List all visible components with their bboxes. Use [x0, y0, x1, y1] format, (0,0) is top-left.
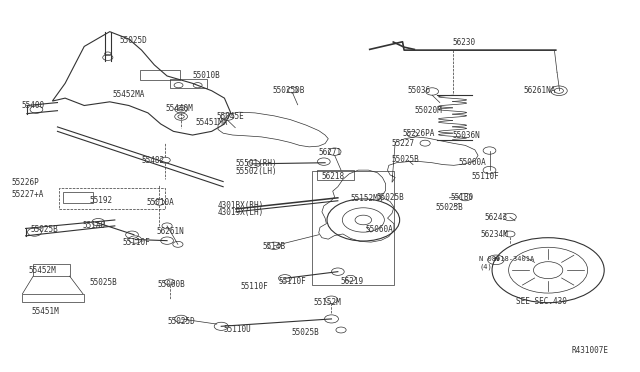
Text: 55025B: 55025B: [376, 193, 404, 202]
Text: 56230: 56230: [452, 38, 476, 47]
Bar: [59, 188, 165, 209]
Text: 55110F: 55110F: [278, 277, 307, 286]
Text: 55451MA: 55451MA: [196, 118, 228, 127]
Text: N 08918-3401A
(4): N 08918-3401A (4): [479, 256, 534, 270]
Text: 55025B: 55025B: [291, 328, 319, 337]
Text: 55025DB: 55025DB: [272, 86, 305, 95]
Text: 55025B: 55025B: [90, 278, 117, 287]
Bar: [63, 192, 93, 203]
Bar: [140, 70, 180, 80]
Text: 55045E: 55045E: [217, 112, 244, 121]
Text: 55025D: 55025D: [119, 36, 147, 45]
Text: 55110F: 55110F: [472, 172, 499, 181]
Text: 55060A: 55060A: [459, 157, 486, 167]
Text: 551B0: 551B0: [451, 193, 474, 202]
Text: 55010B: 55010B: [193, 71, 220, 80]
Text: 55025B: 55025B: [30, 225, 58, 234]
Text: 55226PA: 55226PA: [403, 129, 435, 138]
Text: 56271: 56271: [319, 148, 342, 157]
Bar: [22, 294, 84, 302]
Text: 56243: 56243: [484, 213, 508, 222]
Bar: [312, 171, 394, 285]
Text: 55025B: 55025B: [392, 155, 419, 164]
Text: 55025D: 55025D: [167, 317, 195, 326]
Text: 55020M: 55020M: [414, 106, 442, 115]
Bar: [33, 264, 70, 276]
Text: 55452MA: 55452MA: [113, 90, 145, 99]
Text: R431007E: R431007E: [572, 346, 609, 355]
Text: 55227: 55227: [392, 139, 415, 148]
Text: 56261N: 56261N: [156, 227, 184, 235]
Text: 43019X(LH): 43019X(LH): [218, 208, 264, 217]
Text: 56234M: 56234M: [481, 230, 508, 239]
Bar: [170, 79, 207, 88]
Text: 55152M: 55152M: [314, 298, 341, 307]
Text: 55452M: 55452M: [28, 266, 56, 275]
Text: 55010A: 55010A: [147, 198, 175, 207]
Text: 55400: 55400: [22, 101, 45, 110]
Text: 55227+A: 55227+A: [12, 190, 44, 199]
Text: 55036: 55036: [408, 86, 431, 95]
Text: 56218: 56218: [321, 172, 344, 181]
Text: 55025B: 55025B: [436, 203, 464, 212]
Text: 5514B: 5514B: [262, 243, 286, 251]
Text: 55036N: 55036N: [452, 131, 480, 140]
Text: 55451M: 55451M: [32, 307, 60, 316]
Text: 4301BX(RH): 4301BX(RH): [218, 201, 264, 210]
Text: 55440M: 55440M: [166, 104, 193, 113]
Text: 55110F: 55110F: [241, 282, 268, 291]
Text: SEE SEC.430: SEE SEC.430: [516, 297, 567, 306]
Text: 55192: 55192: [90, 196, 113, 205]
Text: 55482: 55482: [141, 155, 164, 165]
Text: 56261NA: 56261NA: [524, 86, 556, 95]
Text: 55110U: 55110U: [223, 325, 251, 334]
Text: 55110F: 55110F: [122, 238, 150, 247]
Text: N: N: [493, 257, 499, 262]
Bar: [317, 170, 354, 180]
Text: 55060A: 55060A: [366, 225, 394, 234]
Text: 55502(LH): 55502(LH): [236, 167, 278, 176]
Text: 55501(RH): 55501(RH): [236, 159, 278, 169]
Text: 55060B: 55060B: [157, 280, 185, 289]
Text: 551A0: 551A0: [83, 221, 106, 230]
Text: 56219: 56219: [340, 277, 364, 286]
Text: 55152MA: 55152MA: [351, 195, 383, 203]
Text: 55226P: 55226P: [12, 178, 39, 187]
